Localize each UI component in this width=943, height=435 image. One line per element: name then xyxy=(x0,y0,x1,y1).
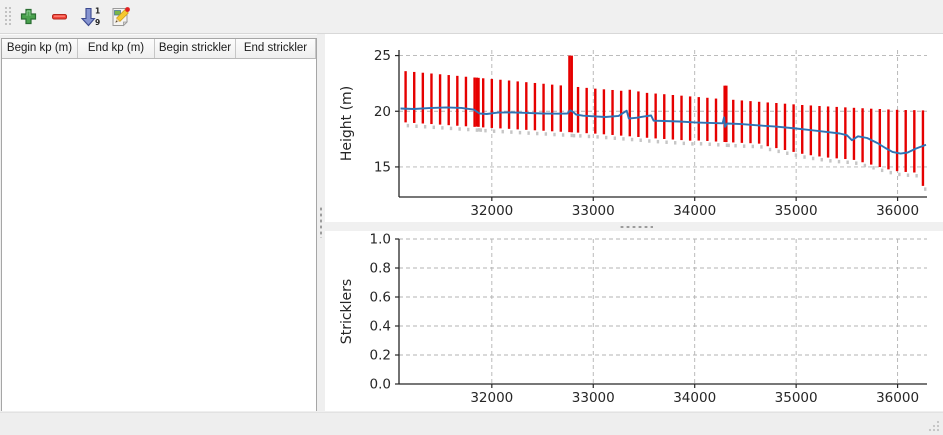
plus-icon xyxy=(20,8,37,25)
svg-text:0.2: 0.2 xyxy=(370,348,391,364)
svg-text:0.6: 0.6 xyxy=(370,290,391,306)
svg-text:Height (m): Height (m) xyxy=(339,86,355,161)
horizontal-splitter[interactable] xyxy=(325,222,943,231)
splitter-grip-icon xyxy=(619,225,653,229)
add-row-button[interactable] xyxy=(15,3,42,30)
edit-pencil-icon xyxy=(112,6,130,26)
svg-text:15: 15 xyxy=(374,159,391,175)
splitter-grip-icon xyxy=(319,206,323,238)
table-body[interactable] xyxy=(2,59,316,411)
svg-text:34000: 34000 xyxy=(673,203,716,219)
svg-text:34000: 34000 xyxy=(673,390,716,406)
svg-text:20: 20 xyxy=(374,104,391,120)
svg-text:0.8: 0.8 xyxy=(370,261,391,277)
svg-text:0.4: 0.4 xyxy=(370,319,391,335)
svg-text:0.0: 0.0 xyxy=(370,377,391,393)
sort-rows-button[interactable]: 1 9 xyxy=(77,3,104,30)
svg-text:33000: 33000 xyxy=(572,203,615,219)
chart-panel: 32000 33000 34000 35000 36000 15 20 25 Height (m… xyxy=(325,34,943,411)
svg-text:32000: 32000 xyxy=(470,203,513,219)
column-header[interactable]: Begin kp (m) xyxy=(2,39,78,58)
stricklers-chart: 32000 33000 34000 35000 36000 0.0 0.2 0.4 0.6 0.8… xyxy=(339,232,927,406)
height-chart: 32000 33000 34000 35000 36000 15 20 25 Height (m… xyxy=(339,48,927,219)
column-header[interactable]: End strickler xyxy=(236,39,316,58)
table-header: Begin kp (m) End kp (m) Begin strickler End… xyxy=(2,39,316,59)
resize-grip-icon[interactable] xyxy=(927,419,940,432)
svg-text:36000: 36000 xyxy=(876,203,919,219)
vertical-splitter[interactable] xyxy=(317,34,325,411)
remove-row-button[interactable] xyxy=(46,3,73,30)
svg-text:Stricklers: Stricklers xyxy=(339,279,355,344)
svg-text:35000: 35000 xyxy=(775,203,818,219)
column-header[interactable]: End kp (m) xyxy=(78,39,155,58)
svg-text:1.0: 1.0 xyxy=(370,232,391,248)
minus-icon xyxy=(52,14,67,20)
strickler-table: Begin kp (m) End kp (m) Begin strickler End… xyxy=(1,38,317,411)
svg-text:35000: 35000 xyxy=(775,390,818,406)
svg-text:32000: 32000 xyxy=(470,390,513,406)
toolbar: 1 9 xyxy=(0,0,943,34)
svg-text:36000: 36000 xyxy=(876,390,919,406)
svg-text:25: 25 xyxy=(374,48,391,64)
svg-text:9: 9 xyxy=(95,18,100,27)
column-header[interactable]: Begin strickler xyxy=(155,39,236,58)
svg-text:33000: 33000 xyxy=(572,390,615,406)
toolbar-drag-handle[interactable] xyxy=(4,6,11,27)
sort-numeric-icon: 1 9 xyxy=(80,6,100,27)
svg-text:1: 1 xyxy=(95,6,100,15)
status-bar xyxy=(0,412,943,435)
edit-button[interactable] xyxy=(107,3,134,30)
